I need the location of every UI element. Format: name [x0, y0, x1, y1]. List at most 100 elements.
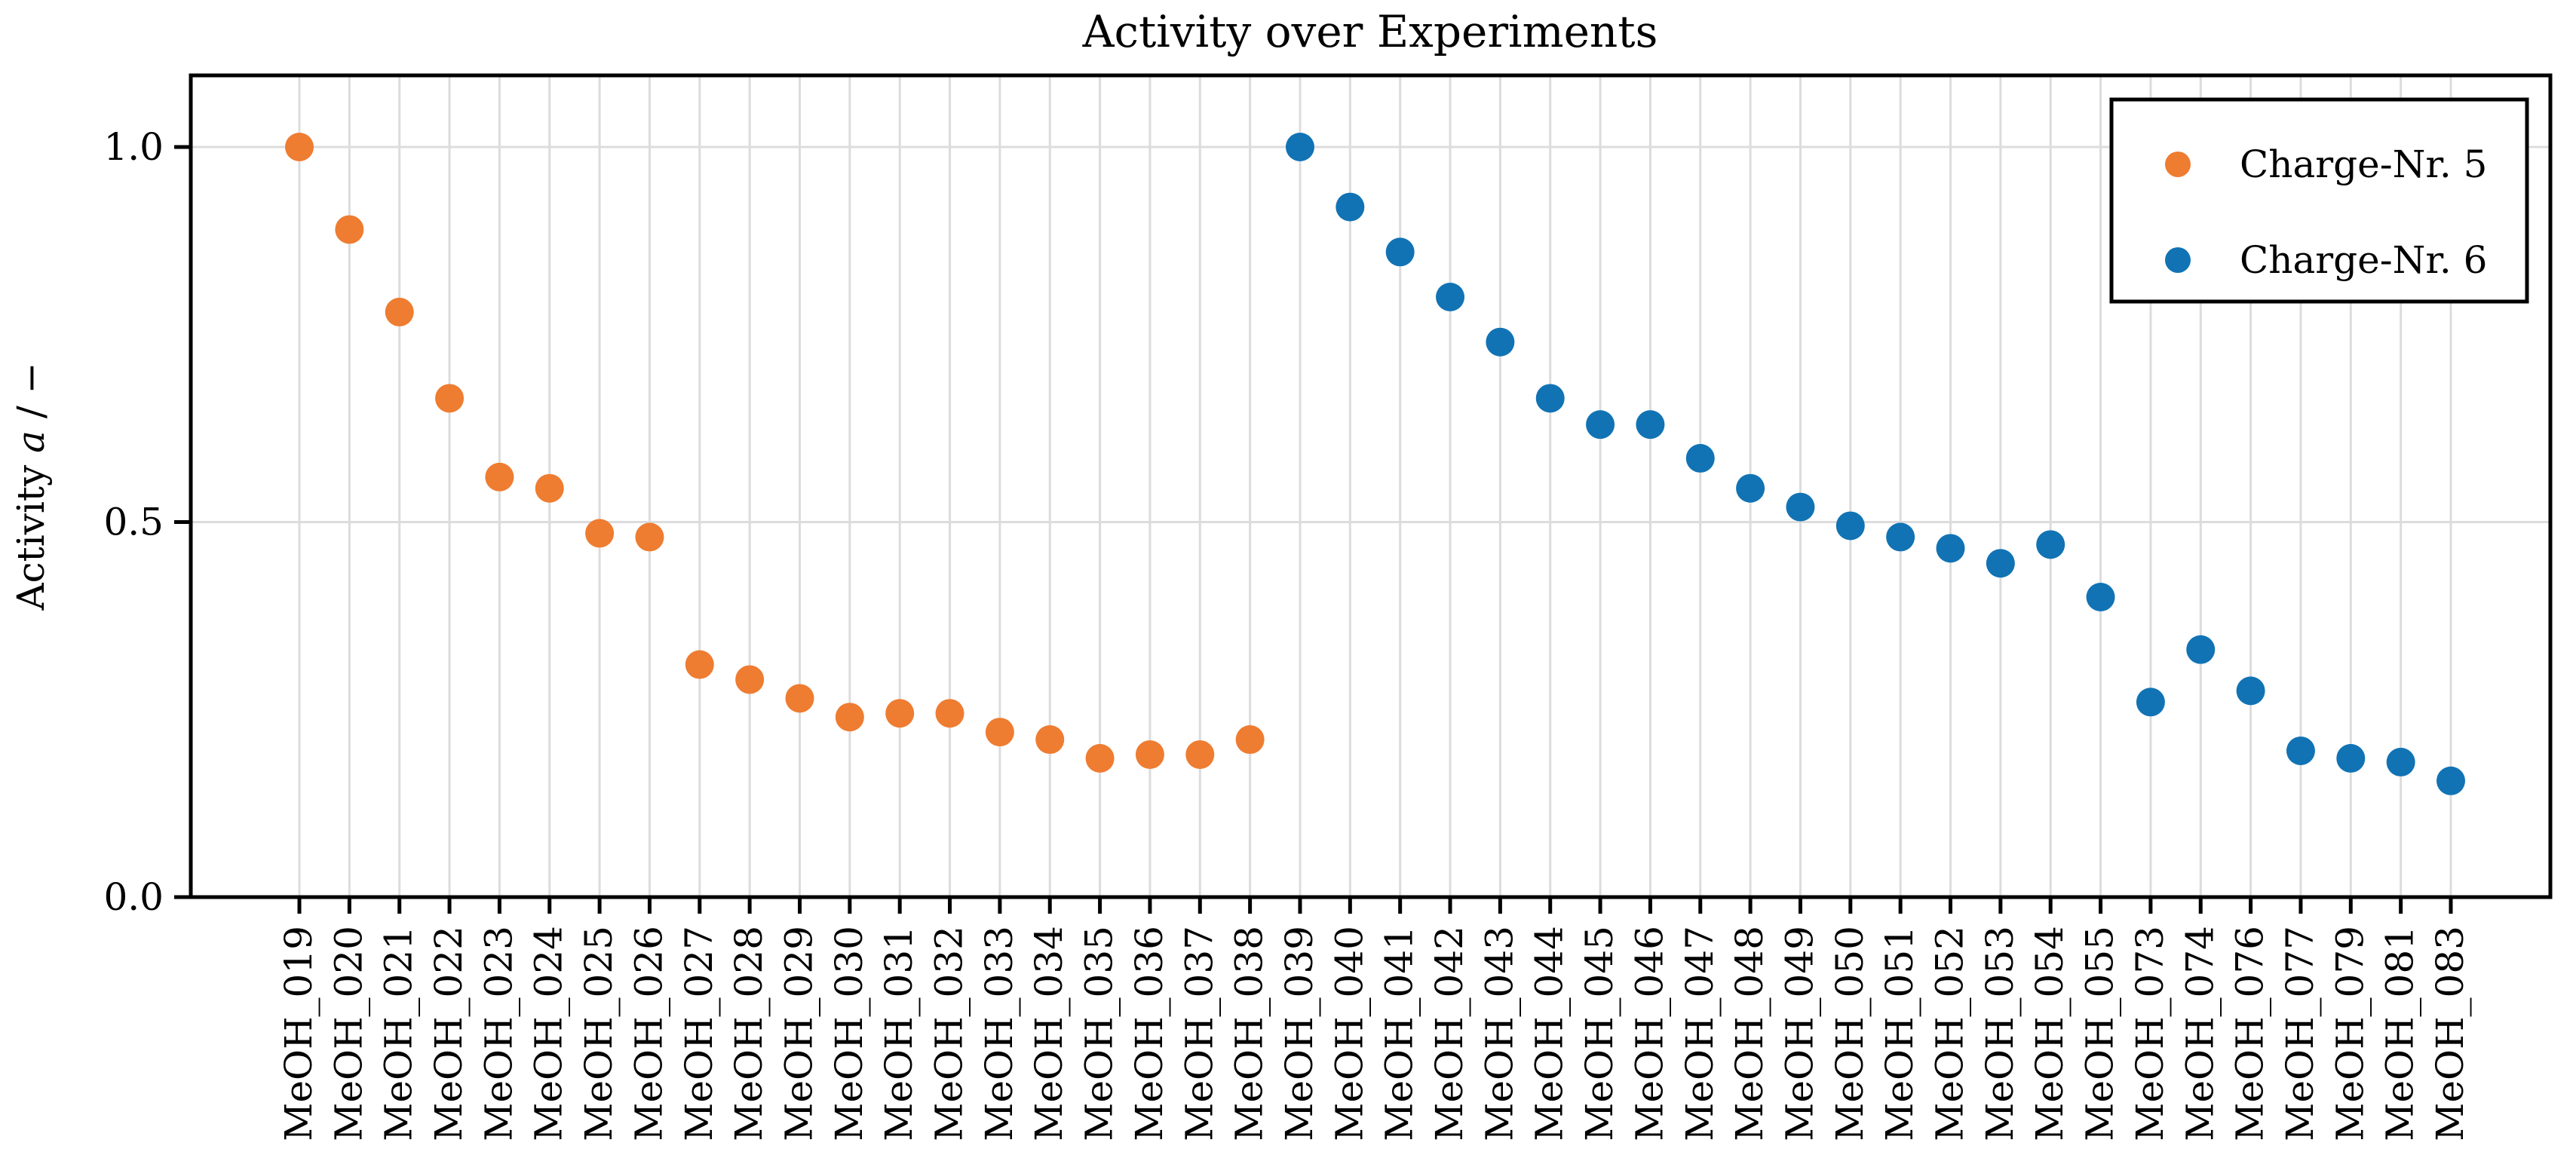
data-point [2186, 635, 2216, 664]
data-point [2236, 676, 2265, 706]
data-point [2286, 736, 2315, 765]
x-tick-label: MeOH_074 [2178, 926, 2222, 1141]
data-point [735, 665, 765, 694]
chart-title: Activity over Experiments [1082, 6, 1658, 57]
x-tick-label: MeOH_024 [527, 926, 571, 1141]
data-point [935, 699, 964, 728]
data-point [1886, 522, 1915, 552]
x-tick-label: MeOH_037 [1177, 926, 1221, 1141]
data-point [1786, 492, 1815, 522]
x-tick-label: MeOH_031 [877, 926, 921, 1141]
data-point [1035, 725, 1065, 755]
data-point [985, 718, 1014, 747]
x-tick-label: MeOH_073 [2128, 926, 2172, 1141]
data-point [885, 699, 915, 728]
data-point [1135, 740, 1164, 769]
x-tick-label: MeOH_026 [627, 926, 670, 1141]
data-point [1936, 534, 1965, 563]
x-tick-label: MeOH_081 [2378, 926, 2422, 1141]
data-point [1085, 743, 1115, 773]
x-tick-label: MeOH_054 [2028, 926, 2072, 1141]
y-axis-label-prefix: Activity [9, 453, 53, 611]
x-tick-label: MeOH_023 [477, 926, 520, 1141]
x-tick-label: MeOH_035 [1078, 926, 1121, 1141]
y-axis-label-symbol: a [9, 430, 53, 453]
x-tick-label: MeOH_028 [727, 926, 771, 1141]
axis-ticks [174, 145, 2453, 914]
y-tick-labels: 0.0 0.5 1.0 [103, 125, 164, 919]
data-point [1636, 410, 1665, 440]
data-points [285, 133, 2465, 795]
data-point [285, 133, 314, 161]
x-tick-label: MeOH_032 [928, 926, 971, 1141]
data-point [385, 297, 414, 326]
data-point [2336, 743, 2366, 773]
y-tick-label: 0.0 [103, 875, 164, 919]
legend-marker [2165, 247, 2191, 273]
data-point [2036, 530, 2065, 559]
data-point [2136, 688, 2165, 717]
data-point [2386, 747, 2415, 776]
legend-label: Charge-Nr. 6 [2240, 238, 2487, 282]
x-tick-label: MeOH_083 [2428, 926, 2472, 1141]
data-point [1436, 283, 1465, 311]
data-point [785, 684, 814, 713]
x-tick-label: MeOH_039 [1277, 926, 1321, 1141]
x-tick-label: MeOH_049 [1777, 926, 1821, 1141]
data-point [1336, 192, 1365, 222]
x-tick-label: MeOH_027 [677, 926, 721, 1141]
x-tick-label: MeOH_022 [427, 926, 471, 1141]
x-tick-label: MeOH_040 [1327, 926, 1371, 1141]
x-tick-label: MeOH_046 [1627, 926, 1671, 1141]
y-axis-label-suffix: / − [9, 362, 53, 430]
x-tick-label: MeOH_050 [1828, 926, 1872, 1141]
x-tick-label: MeOH_019 [277, 926, 320, 1141]
x-tick-label: MeOH_036 [1127, 926, 1171, 1141]
legend-marker [2165, 152, 2191, 177]
data-point [685, 650, 714, 679]
y-tick-label: 1.0 [103, 125, 164, 169]
data-point [1235, 725, 1265, 755]
y-tick-label: 0.5 [103, 501, 164, 544]
x-tick-label: MeOH_077 [2278, 926, 2322, 1141]
data-point [1285, 133, 1314, 161]
x-tick-label: MeOH_025 [577, 926, 621, 1141]
x-tick-label: MeOH_041 [1378, 926, 1421, 1141]
x-tick-label: MeOH_021 [377, 926, 421, 1141]
data-point [1835, 511, 1865, 541]
x-tick-label: MeOH_034 [1027, 926, 1071, 1141]
x-tick-label: MeOH_044 [1528, 926, 1572, 1141]
x-tick-label: MeOH_020 [327, 926, 370, 1141]
x-tick-label: MeOH_076 [2228, 926, 2272, 1141]
data-point [1986, 549, 2015, 578]
x-tick-label: MeOH_033 [977, 926, 1021, 1141]
x-tick-label: MeOH_053 [1978, 926, 2022, 1141]
data-point [535, 473, 564, 503]
legend: Charge-Nr. 5 Charge-Nr. 6 [2109, 97, 2529, 304]
data-point [2086, 583, 2115, 611]
data-point [635, 522, 664, 552]
data-point [585, 519, 615, 548]
data-point [2436, 766, 2465, 795]
data-point [1535, 384, 1565, 413]
data-point [335, 215, 364, 244]
data-point [1385, 237, 1415, 267]
x-tick-label: MeOH_045 [1578, 926, 1621, 1141]
x-tick-labels: MeOH_019 MeOH_020 MeOH_021 MeOH_022 MeOH_023… [277, 926, 2472, 1141]
data-point [835, 703, 864, 732]
plot-border [189, 73, 2553, 899]
data-point [485, 462, 514, 492]
legend-label: Charge-Nr. 5 [2240, 142, 2487, 186]
x-tick-label: MeOH_051 [1878, 926, 1921, 1141]
data-point [1185, 740, 1215, 769]
data-point [1685, 443, 1715, 473]
data-point [1736, 473, 1765, 503]
gridlines [191, 75, 2550, 897]
data-point [1586, 410, 1615, 440]
x-tick-label: MeOH_030 [827, 926, 871, 1141]
y-axis-label: Activity a / − [9, 362, 53, 611]
data-point [435, 384, 465, 413]
x-tick-label: MeOH_052 [1928, 926, 1972, 1141]
